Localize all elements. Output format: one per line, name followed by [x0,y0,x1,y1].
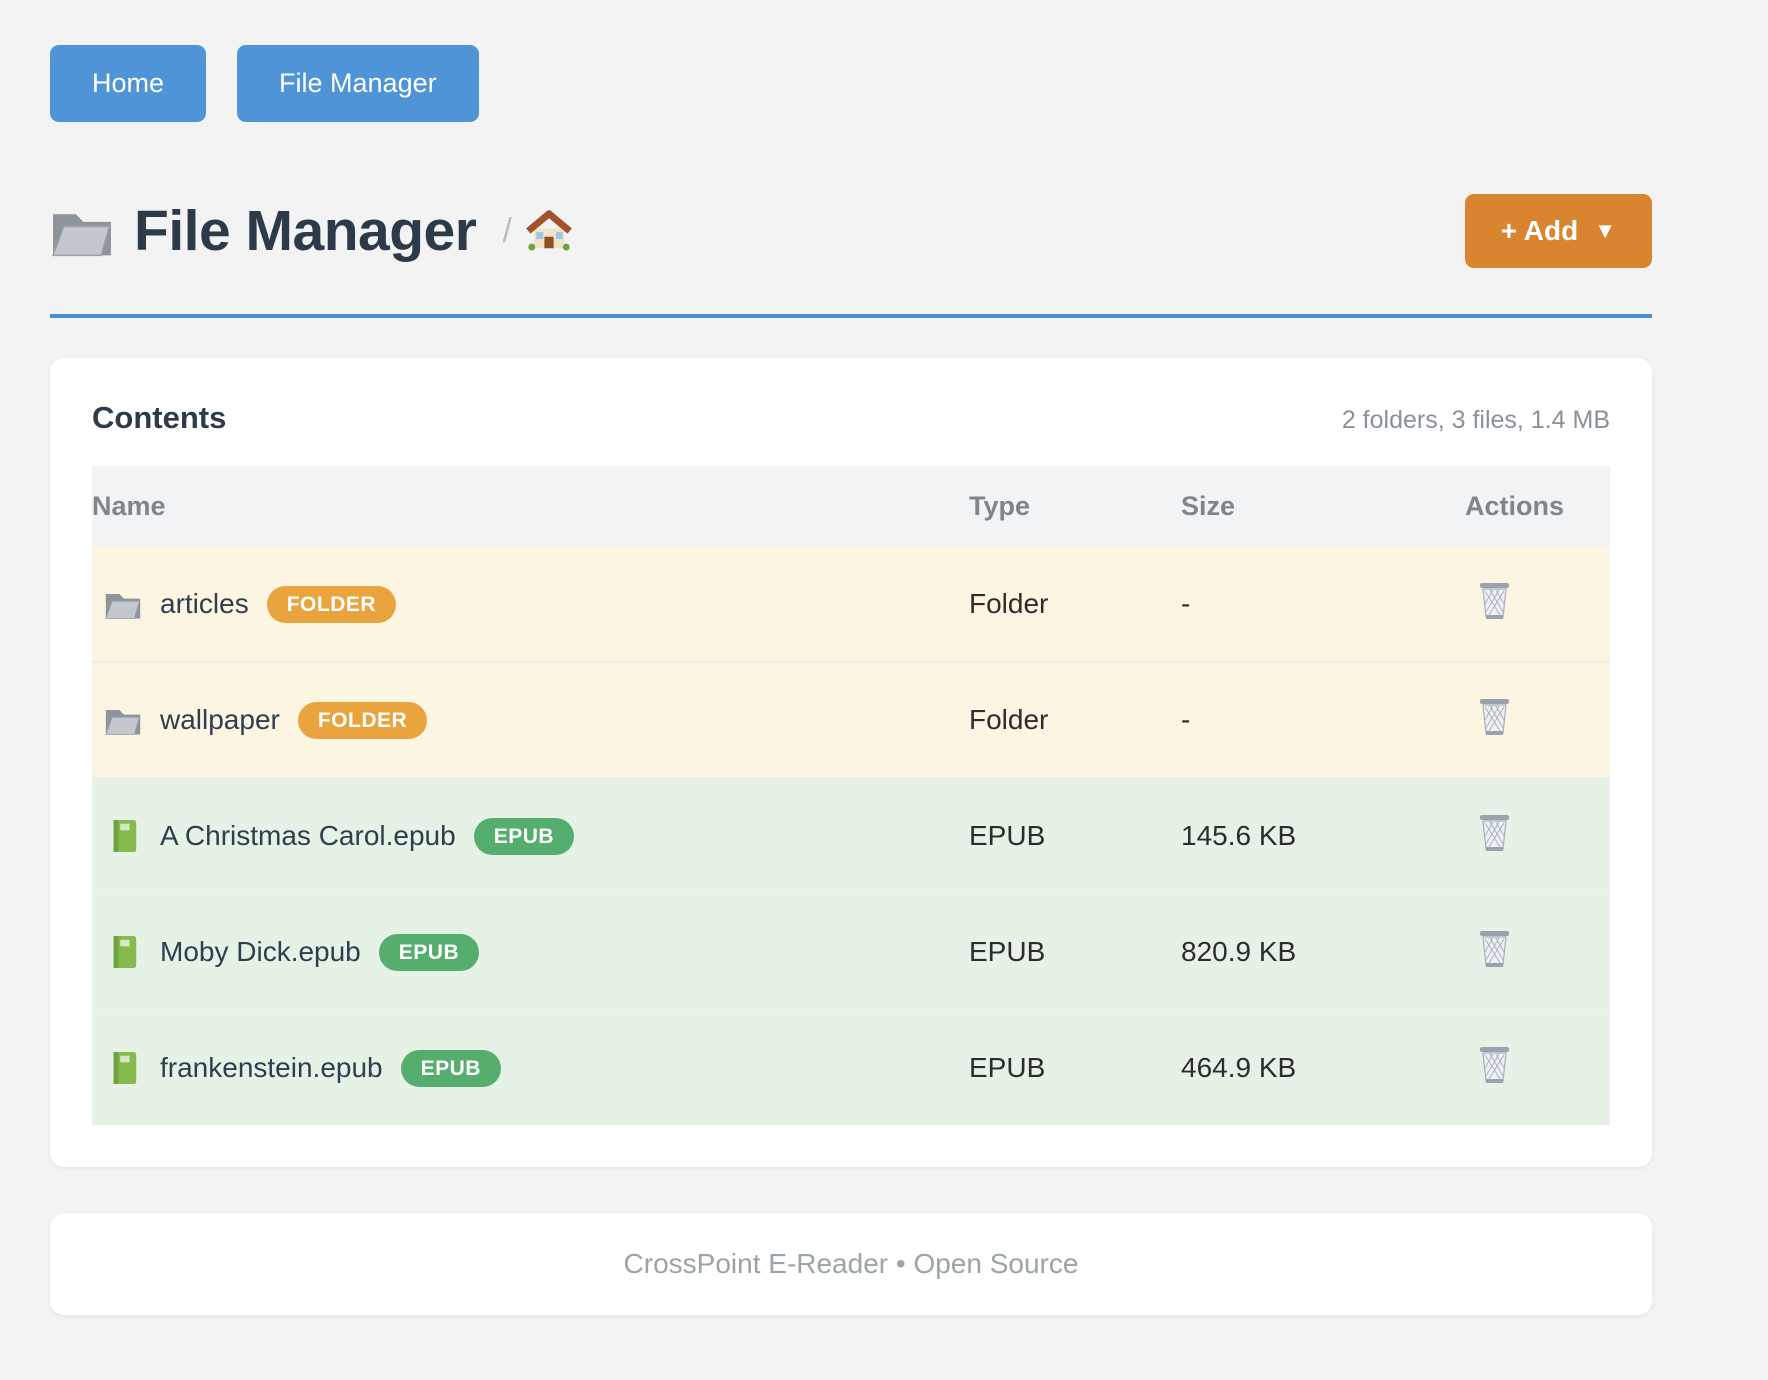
top-nav: Home File Manager [50,45,1652,122]
trash-icon [1479,582,1510,620]
file-name[interactable]: frankenstein.epub [160,1052,383,1083]
column-header-actions: Actions [1465,466,1610,547]
footer-text: CrossPoint E-Reader • Open Source [623,1248,1079,1279]
breadcrumb-separator: / [502,211,512,250]
contents-card-header: Contents 2 folders, 3 files, 1.4 MB [92,400,1610,436]
table-row[interactable]: Moby Dick.epub EPUB EPUB 820.9 KB [92,894,1610,1011]
files-table: Name Type Size Actions articles FOLDER [92,466,1610,1125]
nav-home-button[interactable]: Home [50,45,207,122]
nav-file-manager-button[interactable]: File Manager [237,45,479,122]
cell-size: 464.9 KB [1181,1010,1465,1125]
folder-icon [105,709,141,735]
delete-button[interactable] [1477,929,1512,968]
caret-down-icon: ▼ [1594,218,1616,243]
trash-icon [1479,930,1510,968]
column-header-type: Type [969,466,1181,547]
file-name[interactable]: wallpaper [160,704,280,735]
column-header-name: Name [92,466,969,547]
type-badge: FOLDER [266,585,397,623]
cell-type: EPUB [969,778,1181,895]
type-badge: EPUB [473,817,575,855]
add-button[interactable]: + Add ▼ [1464,194,1652,268]
type-badge: EPUB [400,1049,501,1087]
contents-summary: 2 folders, 3 files, 1.4 MB [1341,406,1610,434]
file-name[interactable]: Moby Dick.epub [160,936,361,967]
delete-button[interactable] [1477,697,1512,736]
table-row[interactable]: A Christmas Carol.epub EPUB EPUB 145.6 K… [92,778,1610,895]
cell-size: 145.6 KB [1181,778,1465,895]
page-header: File Manager / + Add ▼ [50,194,1652,268]
add-button-label: + Add [1500,215,1579,246]
delete-button[interactable] [1477,1045,1512,1084]
cell-size: - [1181,662,1465,779]
book-icon [108,1051,137,1085]
table-row[interactable]: frankenstein.epub EPUB EPUB 464.9 KB [92,1010,1610,1125]
contents-card: Contents 2 folders, 3 files, 1.4 MB Name… [50,358,1652,1167]
footer: CrossPoint E-Reader • Open Source [50,1213,1652,1315]
trash-icon [1479,1046,1510,1084]
cell-type: EPUB [969,894,1181,1011]
delete-button[interactable] [1477,813,1512,852]
delete-button[interactable] [1477,581,1512,620]
cell-type: Folder [969,547,1181,663]
trash-icon [1479,814,1510,852]
file-name[interactable]: articles [160,588,249,619]
folder-icon [52,213,112,257]
title-divider [50,314,1652,318]
cell-type: EPUB [969,1010,1181,1125]
page-title: File Manager [134,199,477,263]
trash-icon [1479,698,1510,736]
type-badge: FOLDER [297,701,428,739]
contents-heading: Contents [92,400,227,435]
home-icon[interactable] [526,209,572,253]
column-header-size: Size [1181,466,1465,547]
table-row[interactable]: articles FOLDER Folder - [92,547,1610,663]
page: Home File Manager File Manager / + Add ▼… [50,0,1652,1315]
type-badge: EPUB [378,933,480,971]
cell-size: 820.9 KB [1181,894,1465,1011]
table-header-row: Name Type Size Actions [92,466,1610,547]
table-row[interactable]: wallpaper FOLDER Folder - [92,662,1610,779]
folder-icon [105,593,141,619]
book-icon [108,935,137,969]
book-icon [108,819,137,853]
file-name[interactable]: A Christmas Carol.epub [160,820,456,851]
cell-size: - [1181,547,1465,663]
cell-type: Folder [969,662,1181,779]
